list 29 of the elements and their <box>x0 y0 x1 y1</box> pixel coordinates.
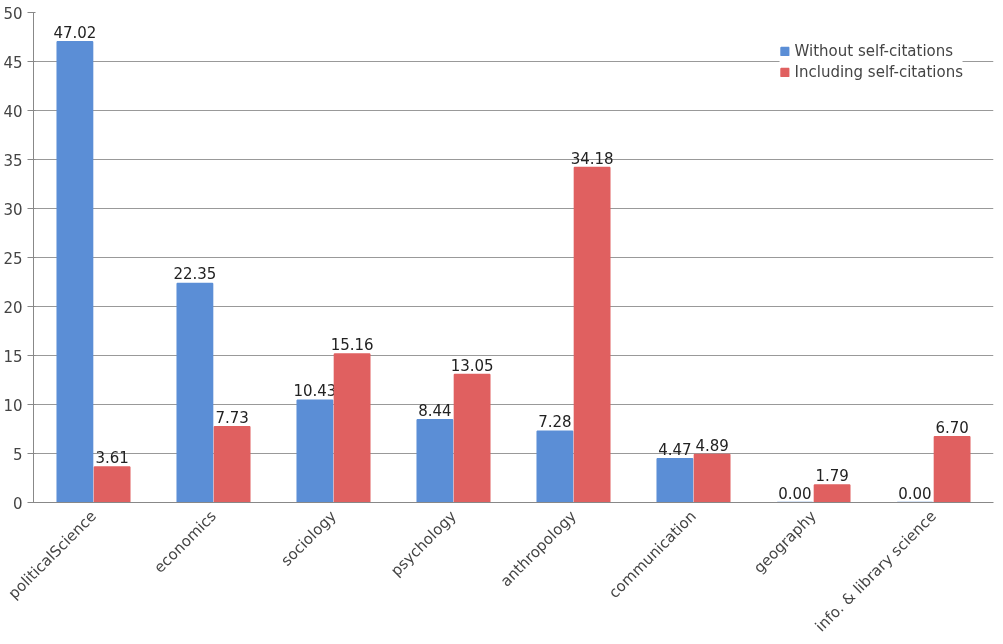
legend-label: Without self-citations <box>794 42 954 60</box>
y-tick-label: 10 <box>3 396 23 415</box>
y-tick-label: 45 <box>3 53 23 72</box>
data-label: 47.02 <box>53 23 97 42</box>
data-label: 22.35 <box>173 265 217 284</box>
data-label: 0.00 <box>778 484 812 503</box>
data-label: 10.43 <box>293 382 337 401</box>
legend-label: Including self-citations <box>794 63 963 81</box>
data-label: 3.61 <box>95 449 129 468</box>
y-tick-label: 25 <box>3 249 23 268</box>
data-label: 4.47 <box>658 440 692 459</box>
data-label: 15.16 <box>330 335 374 354</box>
data-label: 34.18 <box>570 149 614 168</box>
data-label: 4.89 <box>695 436 729 455</box>
data-label: 13.05 <box>450 356 494 375</box>
y-tick-label: 40 <box>3 102 23 121</box>
y-tick-label: 0 <box>12 494 23 513</box>
data-label: 7.73 <box>215 408 249 427</box>
y-tick-label: 15 <box>3 347 23 366</box>
y-tick-label: 20 <box>3 298 23 317</box>
data-label: 0.00 <box>898 484 932 503</box>
data-label: 1.79 <box>815 466 849 485</box>
data-label: 8.44 <box>418 401 452 420</box>
y-tick-label: 30 <box>3 200 23 219</box>
y-tick-label: 5 <box>12 445 23 464</box>
data-label: 7.28 <box>538 413 572 432</box>
y-tick-label: 35 <box>3 151 23 170</box>
data-label: 6.70 <box>935 418 969 437</box>
y-tick-label: 50 <box>3 4 23 23</box>
